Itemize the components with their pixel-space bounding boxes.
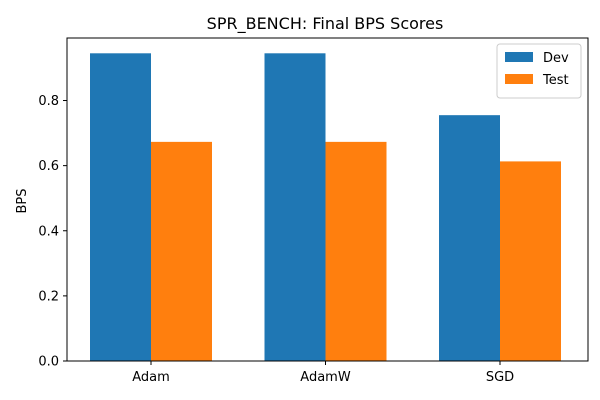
x-tick-label: Adam	[132, 370, 170, 385]
bar-test-sgd	[500, 161, 561, 361]
bars	[90, 53, 561, 361]
x-tick-label: AdamW	[300, 370, 351, 385]
y-axis: 0.0 0.2 0.4 0.6 0.8	[38, 94, 67, 370]
chart-title: SPR_BENCH: Final BPS Scores	[207, 14, 444, 34]
y-tick-label: 0.2	[38, 289, 59, 304]
bar-dev-adamw	[264, 53, 326, 361]
legend-swatch-test	[505, 74, 533, 84]
bar-test-adamw	[325, 141, 387, 361]
x-tick-label: SGD	[486, 370, 514, 385]
legend-label-dev: Dev	[543, 51, 569, 66]
legend-swatch-dev	[505, 52, 533, 62]
bar-dev-sgd	[439, 115, 500, 361]
y-tick-label: 0.0	[38, 355, 59, 370]
legend: Dev Test	[496, 43, 582, 99]
y-tick-label: 0.8	[38, 94, 59, 109]
legend-label-test: Test	[542, 73, 569, 88]
x-axis: Adam AdamW SGD	[132, 361, 514, 385]
y-tick-label: 0.4	[38, 224, 59, 239]
y-axis-label: BPS	[15, 188, 30, 213]
bar-test-adam	[151, 141, 212, 361]
plot-frame	[66, 37, 589, 362]
bar-dev-adam	[90, 53, 151, 361]
y-tick-label: 0.6	[38, 159, 59, 174]
